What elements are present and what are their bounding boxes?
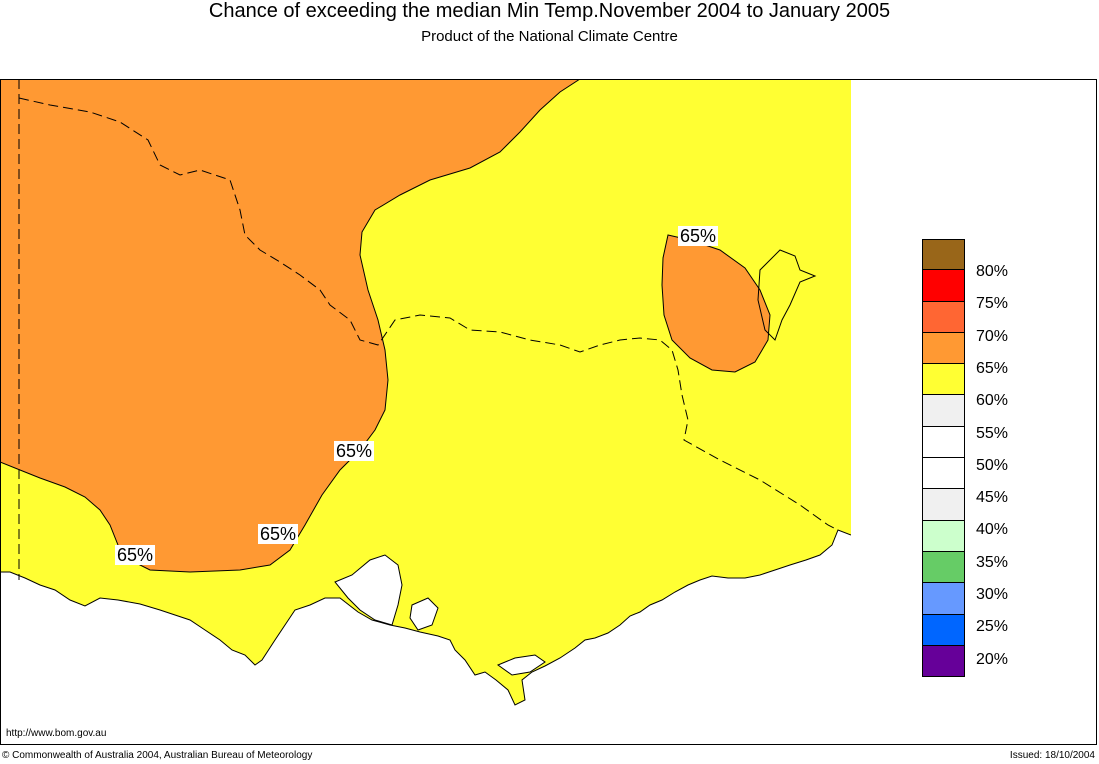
legend-label: 30%: [976, 586, 1009, 603]
chart-subtitle: Product of the National Climate Centre: [421, 28, 678, 45]
legend-label: 25%: [976, 618, 1009, 636]
issued-date: Issued: 18/10/2004: [1009, 750, 1095, 761]
region-65-east: [662, 235, 770, 372]
legend: [922, 239, 966, 678]
legend-swatch: [922, 458, 965, 490]
legend-label: 65%: [976, 359, 1009, 377]
legend-label: 75%: [976, 295, 1009, 313]
contour-label-east: 65%: [678, 226, 719, 246]
legend-label: 55%: [976, 424, 1009, 442]
legend-swatch: [922, 426, 965, 459]
legend-swatch: [922, 551, 965, 584]
legend-label: 60%: [976, 392, 1009, 410]
legend-swatch: [922, 332, 965, 365]
legend-swatch: [922, 489, 965, 521]
legend-label: 45%: [976, 489, 1009, 507]
legend-swatch: [922, 239, 965, 271]
chart-title: Chance of exceeding the median Min Temp.…: [208, 0, 891, 22]
legend-swatch: [922, 301, 965, 333]
legend-swatch: [922, 583, 965, 615]
port-phillip-bay: [334, 554, 403, 626]
legend-label: 80%: [976, 263, 1009, 280]
map: [0, 79, 851, 706]
legend-label: 20%: [976, 650, 1009, 668]
legend-swatch: [922, 520, 965, 552]
legend-label: 70%: [976, 327, 1009, 345]
map-frame: [0, 79, 1097, 745]
contour-label-central: 65%: [334, 441, 375, 461]
contour-label-southwest: 65%: [115, 545, 156, 565]
contour-label-south: 65%: [258, 524, 299, 544]
legend-label: 35%: [976, 553, 1009, 571]
legend-swatch: [922, 364, 965, 396]
legend-swatch: [922, 270, 965, 302]
legend-label: 40%: [976, 521, 1009, 539]
legend-swatch: [922, 645, 965, 678]
copyright-text: © Commonwealth of Australia 2004, Austra…: [2, 750, 313, 761]
legend-swatch: [922, 614, 965, 646]
legend-label: 50%: [976, 456, 1009, 474]
source-url: http://www.bom.gov.au: [6, 728, 107, 739]
legend-swatch: [922, 395, 965, 427]
western-port-bay: [409, 597, 439, 631]
region-65-west: [0, 79, 580, 572]
